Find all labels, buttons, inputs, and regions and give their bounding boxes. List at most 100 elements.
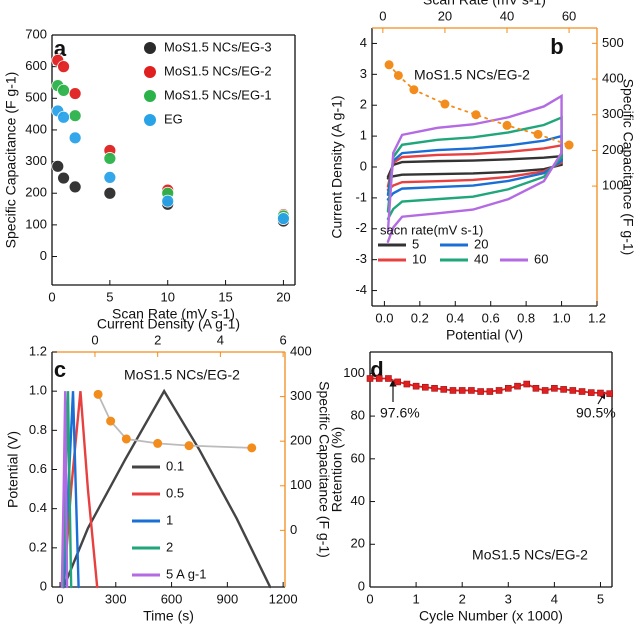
point [68, 131, 82, 145]
point [103, 186, 117, 200]
y-tick-label: 500 [25, 90, 47, 105]
legend-label: MoS1.5 NCs/EG-2 [164, 63, 272, 78]
panel-label: b [550, 34, 563, 59]
y-tick-label: 200 [25, 185, 47, 200]
x-tick-label: 2 [459, 591, 466, 606]
y-tick-label: 0 [40, 578, 47, 593]
y2-tick-label: 400 [602, 70, 624, 85]
x-tick-label: 0.6 [482, 310, 500, 325]
point [57, 171, 70, 185]
legend-label: MoS1.5 NCs/EG-3 [164, 39, 272, 54]
x-tick-label: 20 [276, 289, 290, 304]
point [103, 171, 117, 184]
y-tick-label: -2 [355, 220, 367, 235]
y2-tick-label: 0 [290, 522, 297, 537]
annotation: MoS1.5 NCs/EG-2 [124, 367, 240, 383]
x-tick-label: 0 [48, 289, 55, 304]
x2-tick-label: 0 [379, 8, 386, 23]
y-tick-label: 0 [40, 248, 47, 263]
y-axis-label: Specific Capacitance (F g-1) [3, 72, 19, 249]
x-tick-label: 1.0 [553, 310, 571, 325]
marker [440, 386, 448, 393]
legend-label: 60 [534, 251, 548, 266]
y-tick-label: 0 [358, 578, 365, 593]
x-axis-label: Potential (V) [446, 327, 523, 343]
y-tick-label: 20 [351, 536, 365, 551]
marker [541, 387, 549, 394]
x-tick-label: 1 [412, 591, 419, 606]
marker [247, 443, 257, 453]
x-tick-label: 600 [161, 591, 183, 606]
point [57, 110, 70, 124]
marker [393, 70, 403, 80]
y-tick-label: -4 [355, 282, 367, 297]
marker [569, 387, 577, 394]
x-tick-label: 5 [597, 591, 604, 606]
y-axis-label: Current Density (A g-1) [329, 95, 345, 238]
y-tick-label: 700 [25, 26, 47, 41]
y-tick-label: 3 [360, 66, 367, 81]
y2-tick-label: 400 [290, 343, 312, 358]
y2-tick-label: 300 [290, 388, 312, 403]
series-line [388, 63, 570, 146]
x-axis-label: Cycle Number (x 1000) [419, 608, 563, 624]
legend-label: MoS1.5 NCs/EG-1 [164, 87, 272, 102]
marker [431, 385, 438, 392]
annotation: MoS1.5 NCs/EG-2 [472, 547, 588, 563]
x-tick-label: 300 [105, 591, 127, 606]
marker [422, 383, 429, 391]
y-tick-label: 1 [360, 128, 367, 143]
x-tick-label: 0 [56, 591, 63, 606]
marker [384, 60, 394, 70]
y-tick-label: 0 [360, 158, 367, 173]
annotation: MoS1.5 NCs/EG-2 [414, 67, 530, 83]
y-tick-label: 1.0 [29, 383, 47, 398]
marker [394, 378, 401, 386]
y-tick-label: 40 [351, 493, 365, 508]
annotation: 97.6% [380, 405, 420, 421]
series-line [62, 388, 272, 589]
y-tick-label: 80 [351, 408, 365, 423]
x-tick-label: 0 [366, 591, 373, 606]
marker [93, 389, 103, 399]
marker [551, 385, 558, 392]
x-tick-label: 1200 [269, 591, 298, 606]
marker [403, 380, 411, 388]
legend-label: 0.5 [166, 485, 184, 500]
series-line [60, 391, 69, 589]
marker [495, 387, 503, 394]
point [103, 152, 117, 165]
marker [468, 387, 475, 394]
y-tick-label: 0.8 [29, 422, 47, 437]
y-tick-label: -1 [355, 189, 367, 204]
marker [184, 441, 194, 451]
marker [523, 380, 531, 388]
x2-tick-label: 4 [217, 332, 224, 347]
x-tick-label: 0.2 [411, 310, 429, 325]
marker [366, 375, 374, 382]
y-tick-label: 600 [25, 58, 47, 73]
legend-label: 0.1 [166, 458, 184, 473]
y-axis-label: Potential (V) [5, 431, 21, 508]
legend-label: 1 [166, 512, 173, 527]
y-tick-label: 100 [25, 216, 47, 231]
y-tick-label: -3 [355, 251, 367, 266]
y-tick-label: 0.4 [29, 500, 47, 515]
marker [477, 388, 484, 395]
x-tick-label: 0.8 [517, 310, 535, 325]
legend-label: 20 [474, 236, 488, 251]
legend-swatch [144, 114, 156, 126]
y2-axis-label: Specific Capacitance (F g-1) [620, 79, 636, 256]
point [277, 212, 290, 225]
x-axis-label: Time (s) [143, 608, 194, 624]
marker [532, 385, 540, 392]
marker [121, 434, 131, 444]
legend-title: sacn rate(mV s-1) [380, 222, 483, 237]
marker [471, 110, 481, 120]
legend-swatch [144, 90, 156, 102]
legend-label: 40 [474, 251, 488, 266]
marker [440, 99, 450, 109]
x2-axis-label: Current Density (A g-1) [97, 316, 240, 332]
marker [449, 387, 457, 394]
